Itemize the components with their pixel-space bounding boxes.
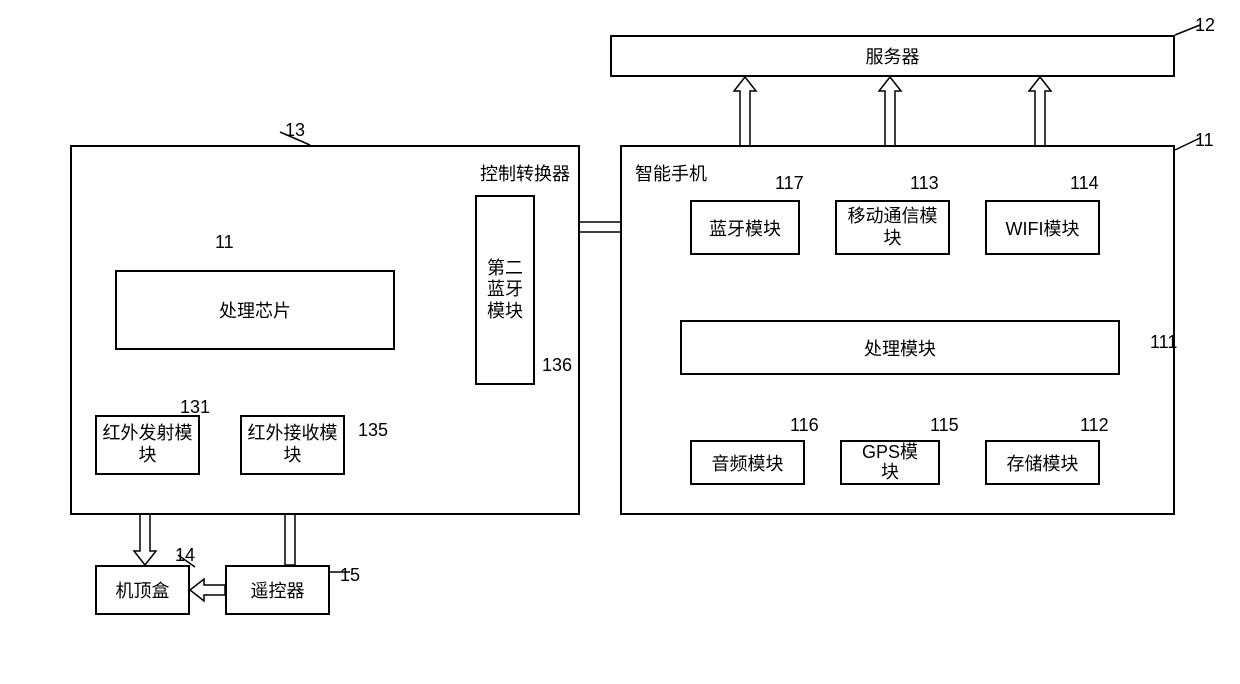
- smartphone-label: 智能手机: [635, 160, 707, 186]
- ref-remote: 15: [340, 565, 360, 586]
- ref-storage: 112: [1080, 415, 1109, 436]
- bt2-label: 第二蓝牙模块: [487, 258, 523, 323]
- ref-controller: 13: [285, 120, 305, 141]
- server-label: 服务器: [866, 43, 920, 69]
- bt2-box: 第二蓝牙模块: [475, 195, 535, 385]
- remote-box: 遥控器: [225, 565, 330, 615]
- ir-rx-label: 红外接收模块: [248, 423, 338, 466]
- audio-label: 音频模块: [712, 450, 784, 476]
- storage-label: 存储模块: [1007, 450, 1079, 476]
- ref-mobile: 113: [910, 173, 939, 194]
- stb-box: 机顶盒: [95, 565, 190, 615]
- ref-audio: 116: [790, 415, 819, 436]
- ref-wifi: 114: [1070, 173, 1099, 194]
- ref-proc-chip: 11: [215, 232, 234, 253]
- ref-bt: 117: [775, 173, 804, 194]
- proc-chip-box: 处理芯片: [115, 270, 395, 350]
- audio-box: 音频模块: [690, 440, 805, 485]
- ref-proc-mod: 111: [1150, 332, 1177, 353]
- storage-box: 存储模块: [985, 440, 1100, 485]
- ir-tx-label: 红外发射模块: [103, 423, 193, 466]
- ref-ir-rx: 135: [358, 420, 388, 441]
- bt-box: 蓝牙模块: [690, 200, 800, 255]
- proc-chip-label: 处理芯片: [219, 297, 291, 323]
- mobile-box: 移动通信模块: [835, 200, 950, 255]
- wifi-box: WIFI模块: [985, 200, 1100, 255]
- ref-smartphone: 11: [1195, 130, 1214, 151]
- ref-gps: 115: [930, 415, 959, 436]
- ref-bt2: 136: [542, 355, 572, 376]
- remote-label: 遥控器: [251, 577, 305, 603]
- ref-stb: 14: [175, 545, 195, 566]
- ir-tx-box: 红外发射模块: [95, 415, 200, 475]
- gps-label: GPS模块: [854, 443, 926, 483]
- ir-rx-box: 红外接收模块: [240, 415, 345, 475]
- server-box: 服务器: [610, 35, 1175, 77]
- ref-server: 12: [1195, 15, 1215, 36]
- arrow: [190, 579, 225, 601]
- gps-box: GPS模块: [840, 440, 940, 485]
- stb-label: 机顶盒: [116, 577, 170, 603]
- controller-label: 控制转换器: [480, 160, 570, 186]
- mobile-label: 移动通信模块: [848, 206, 938, 249]
- proc-mod-box: 处理模块: [680, 320, 1120, 375]
- ref-ir-tx: 131: [180, 397, 210, 418]
- proc-mod-label: 处理模块: [864, 335, 936, 361]
- wifi-label: WIFI模块: [1006, 215, 1080, 241]
- bt-label: 蓝牙模块: [709, 215, 781, 241]
